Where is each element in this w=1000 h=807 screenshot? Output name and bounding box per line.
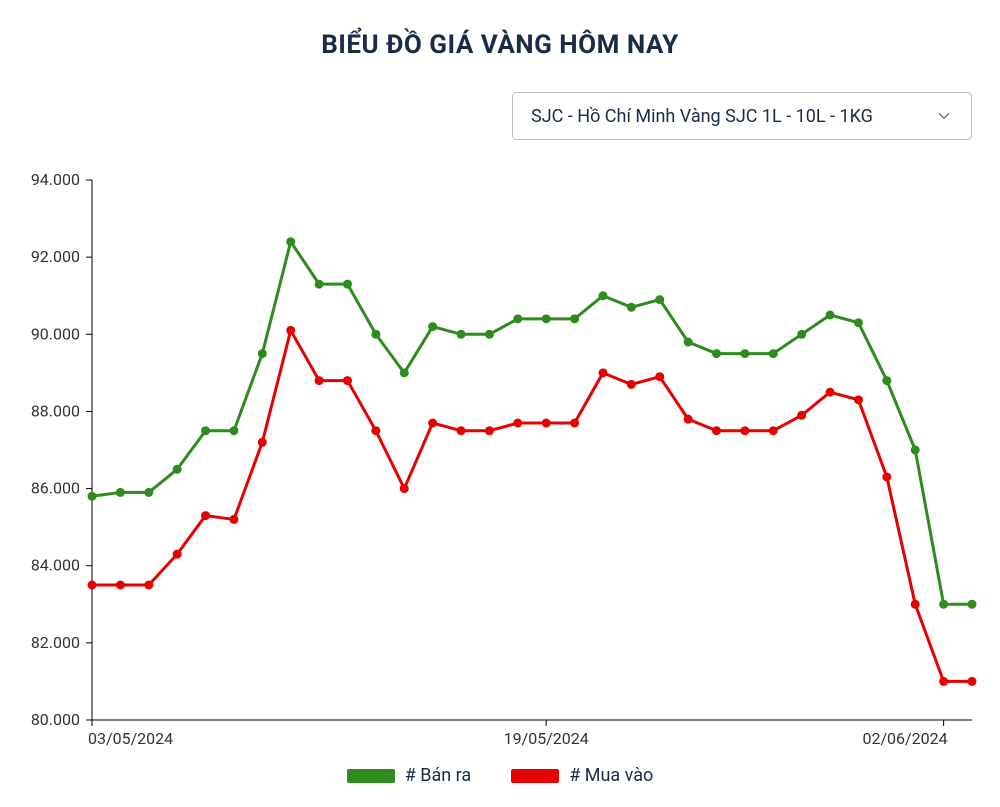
series-marker-mua_vao [229,515,238,524]
series-marker-ban_ra [116,488,125,497]
y-tick-label: 82.000 [31,633,80,652]
series-marker-mua_vao [712,426,721,435]
series-marker-ban_ra [882,376,891,385]
price-chart: 80.000 82.000 84.000 86.000 88.000 90.000 92.0… [0,170,1000,760]
series-marker-mua_vao [826,388,835,397]
y-tick-label: 80.000 [31,710,80,729]
series-marker-mua_vao [116,581,125,590]
chart-title: BIỂU ĐỒ GIÁ VÀNG HÔM NAY [0,0,1000,60]
series-marker-ban_ra [457,330,466,339]
x-tick-label: 02/06/2024 [862,729,947,748]
series-marker-mua_vao [740,426,749,435]
series-marker-mua_vao [371,426,380,435]
series-marker-ban_ra [343,280,352,289]
series-marker-mua_vao [144,581,153,590]
series-marker-mua_vao [485,426,494,435]
series-marker-ban_ra [769,349,778,358]
series-marker-ban_ra [286,237,295,246]
series-marker-mua_vao [598,368,607,377]
series-marker-mua_vao [542,419,551,428]
series-marker-mua_vao [343,376,352,385]
series-marker-mua_vao [797,411,806,420]
series-marker-ban_ra [712,349,721,358]
series-marker-mua_vao [882,473,891,482]
series-marker-ban_ra [598,291,607,300]
series-marker-ban_ra [684,338,693,347]
series-marker-ban_ra [428,322,437,331]
legend-swatch [347,769,395,783]
series-marker-ban_ra [144,488,153,497]
series-marker-mua_vao [627,380,636,389]
series-marker-mua_vao [457,426,466,435]
x-tick-label: 19/05/2024 [504,729,589,748]
series-marker-mua_vao [88,581,97,590]
series-selector-dropdown[interactable]: SJC - Hồ Chí Minh Vàng SJC 1L - 10L - 1K… [512,92,972,140]
y-tick-label: 86.000 [31,479,80,498]
series-marker-ban_ra [968,600,977,609]
series-marker-mua_vao [684,415,693,424]
series-marker-mua_vao [513,419,522,428]
series-marker-mua_vao [428,419,437,428]
series-marker-ban_ra [939,600,948,609]
y-tick-label: 94.000 [31,170,80,189]
series-marker-mua_vao [173,550,182,559]
series-marker-ban_ra [854,318,863,327]
series-marker-mua_vao [655,372,664,381]
series-marker-ban_ra [400,368,409,377]
series-marker-ban_ra [740,349,749,358]
series-marker-ban_ra [485,330,494,339]
series-marker-mua_vao [286,326,295,335]
series-marker-ban_ra [513,314,522,323]
legend-item: # Mua vào [511,765,653,786]
series-marker-mua_vao [854,395,863,404]
series-marker-ban_ra [258,349,267,358]
series-marker-mua_vao [911,600,920,609]
series-marker-ban_ra [655,295,664,304]
y-tick-label: 88.000 [31,401,80,420]
y-tick-label: 84.000 [31,556,80,575]
series-marker-mua_vao [258,438,267,447]
series-marker-mua_vao [769,426,778,435]
series-marker-ban_ra [88,492,97,501]
series-marker-mua_vao [201,511,210,520]
legend-label: # Mua vào [569,765,653,786]
x-tick-label: 03/05/2024 [88,729,173,748]
series-marker-ban_ra [229,426,238,435]
series-marker-ban_ra [173,465,182,474]
series-marker-mua_vao [570,419,579,428]
series-marker-mua_vao [315,376,324,385]
dropdown-selected-label: SJC - Hồ Chí Minh Vàng SJC 1L - 10L - 1K… [531,106,873,127]
series-marker-ban_ra [627,303,636,312]
series-marker-ban_ra [797,330,806,339]
legend-item: # Bán ra [347,765,472,786]
series-line-mua_vao [92,330,972,681]
series-marker-ban_ra [570,314,579,323]
legend-label: # Bán ra [405,765,472,786]
series-marker-ban_ra [371,330,380,339]
series-marker-mua_vao [400,484,409,493]
series-marker-ban_ra [315,280,324,289]
series-marker-ban_ra [542,314,551,323]
series-marker-mua_vao [968,677,977,686]
y-tick-label: 92.000 [31,247,80,266]
series-marker-mua_vao [939,677,948,686]
y-tick-label: 90.000 [31,324,80,343]
chart-legend: # Bán ra # Mua vào [0,765,1000,786]
series-marker-ban_ra [826,311,835,320]
series-marker-ban_ra [911,446,920,455]
series-marker-ban_ra [201,426,210,435]
chevron-down-icon [935,107,953,125]
legend-swatch [511,769,559,783]
